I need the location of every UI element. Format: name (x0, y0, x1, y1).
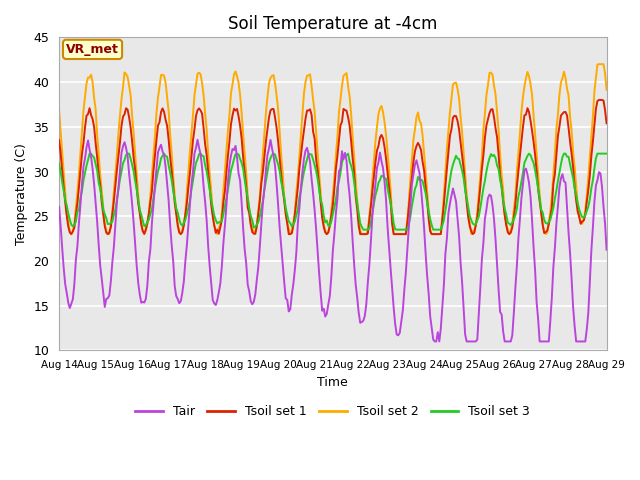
Text: VR_met: VR_met (66, 43, 119, 56)
Y-axis label: Temperature (C): Temperature (C) (15, 143, 28, 245)
X-axis label: Time: Time (317, 376, 348, 389)
Legend: Tair, Tsoil set 1, Tsoil set 2, Tsoil set 3: Tair, Tsoil set 1, Tsoil set 2, Tsoil se… (131, 400, 535, 423)
Title: Soil Temperature at -4cm: Soil Temperature at -4cm (228, 15, 438, 33)
